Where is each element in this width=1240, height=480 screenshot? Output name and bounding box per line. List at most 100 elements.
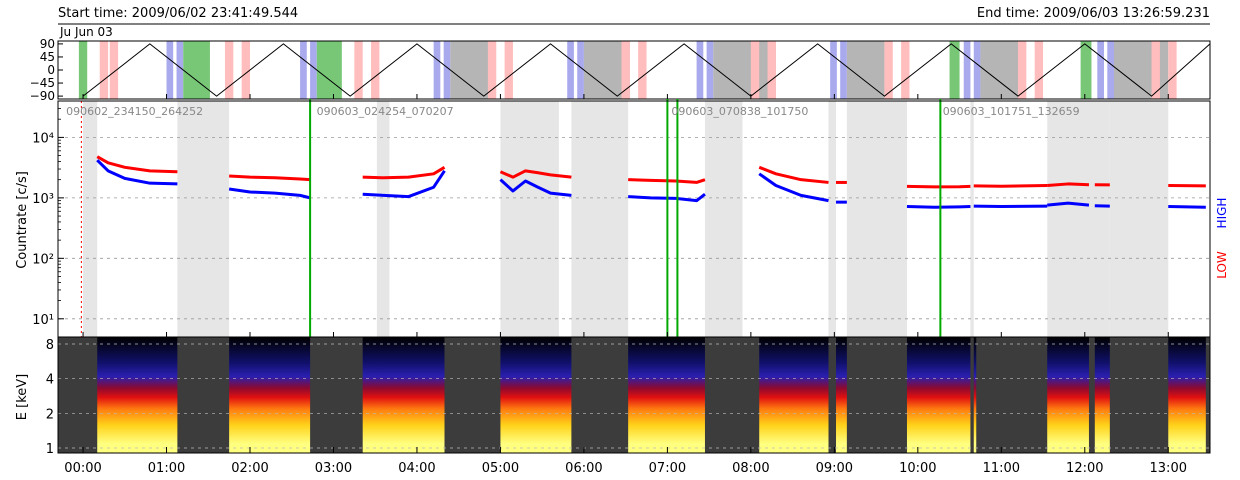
attitude-band-pink	[1018, 41, 1027, 99]
time-xtick-label: 00:00	[64, 461, 101, 476]
attitude-band-pink	[901, 41, 910, 99]
countrate-gap	[376, 101, 390, 337]
attitude-band-pink	[750, 41, 760, 99]
spectrogram-ylabel: E [keV]	[15, 374, 30, 420]
spectrogram-ytick-label: 1	[46, 442, 54, 457]
attitude-band-pink	[354, 41, 363, 99]
countrate-line-low	[1047, 182, 1090, 188]
attitude-band-gray	[1114, 41, 1169, 99]
attitude-band-pink	[1034, 41, 1044, 99]
countrate-line-low	[758, 165, 829, 184]
attitude-band-blue	[706, 41, 714, 99]
spectrogram-panel: 1 2 4 8 00:00 01:00 02:00 03:00 04:00 05:00 06:00 0…	[46, 336, 1211, 476]
countrate-ytick-label: 10⁴	[32, 131, 54, 146]
countrate-line-high	[758, 172, 829, 203]
spectrogram-data-block	[973, 337, 977, 453]
spectrogram-data-block	[906, 337, 971, 453]
time-xtick-label: 01:00	[148, 461, 185, 476]
end-time-label: End time: 2009/06/03 13:26:59.231	[977, 6, 1210, 21]
date-label: Ju Jun 03	[59, 25, 113, 39]
spectrogram-data-block	[97, 337, 178, 453]
countrate-line-low	[96, 155, 178, 174]
attitude-band-pink	[487, 41, 497, 99]
time-xtick-label: 12:00	[1066, 461, 1103, 476]
attitude-ytick-label: −90	[30, 89, 55, 103]
spectrogram-data-block	[759, 337, 829, 453]
attitude-band-blue	[696, 41, 704, 99]
spectrogram-data-block	[229, 337, 311, 453]
attitude-band-gray	[846, 41, 885, 99]
attitude-band-pink	[224, 41, 234, 99]
countrate-line-high	[362, 170, 446, 199]
attitude-ytick-label: −45	[30, 76, 55, 90]
low-label: LOW	[1215, 251, 1229, 279]
time-xtick-label: 09:00	[816, 461, 853, 476]
attitude-band-blue	[1097, 41, 1104, 99]
countrate-ytick-label: 10³	[32, 192, 54, 207]
spectrogram-frame	[57, 336, 1211, 454]
countrate-gap	[500, 101, 559, 337]
orbit-label: 090603_070838_101750	[671, 105, 808, 118]
countrate-line-high	[228, 187, 311, 200]
countrate-gap	[83, 101, 98, 337]
attitude-band-pink	[884, 41, 893, 99]
attitude-band-pink	[621, 41, 630, 99]
time-xtick-label: 08:00	[732, 461, 769, 476]
attitude-band-blue	[433, 41, 441, 99]
attitude-band-green	[1080, 41, 1092, 99]
spectrogram-ytick-label: 8	[46, 338, 54, 353]
attitude-ytick-label: 90	[40, 37, 55, 51]
countrate-frame	[57, 100, 1211, 338]
attitude-band-green	[316, 41, 342, 99]
countrate-line-high	[96, 159, 178, 186]
spectrogram-data-block	[1047, 337, 1089, 453]
time-xtick-label: 10:00	[899, 461, 936, 476]
countrate-gap	[177, 101, 230, 337]
spectrogram-data-block	[1168, 337, 1206, 453]
attitude-band-blue	[973, 41, 981, 99]
attitude-band-pink	[767, 41, 776, 99]
attitude-band-blue	[840, 41, 847, 99]
time-xtick-label: 05:00	[482, 461, 519, 476]
countrate-line-high	[1168, 204, 1206, 209]
countrate-line-high	[628, 193, 706, 203]
attitude-ytick-label: 0	[47, 63, 55, 77]
orbit-label: 090602_234150_264252	[66, 105, 203, 118]
spectrogram-ytick-label: 2	[46, 407, 54, 422]
start-time-label: Start time: 2009/06/02 23:41:49.544	[58, 6, 298, 21]
attitude-angle-line	[82, 43, 1211, 97]
attitude-band-blue	[1107, 41, 1114, 99]
attitude-band-blue	[963, 41, 971, 99]
countrate-gap	[1088, 101, 1095, 337]
countrate-gap	[571, 101, 629, 337]
attitude-band-blue	[577, 41, 584, 99]
attitude-ytick-label: 45	[40, 50, 55, 64]
time-xtick-label: 07:00	[649, 461, 686, 476]
countrate-line-high	[1047, 201, 1090, 207]
countrate-line-low	[906, 184, 971, 189]
spectrogram-data-block	[1094, 337, 1110, 453]
attitude-band-blue	[300, 41, 307, 99]
attitude-band-pink	[1168, 41, 1177, 99]
spectrogram-data-block	[628, 337, 705, 453]
countrate-gap	[1047, 101, 1110, 337]
countrate-gap	[1109, 101, 1169, 337]
attitude-band-blue	[443, 41, 451, 99]
countrate-line-low	[229, 174, 311, 182]
countrate-gap	[846, 101, 907, 337]
attitude-band-blue	[567, 41, 574, 99]
attitude-band-gray	[713, 41, 776, 99]
spectrogram-data-block	[362, 337, 445, 453]
countrate-ytick-label: 10²	[32, 252, 54, 267]
attitude-band-pink	[99, 41, 109, 99]
attitude-band-gray	[980, 41, 1018, 99]
attitude-band-pink	[109, 41, 119, 99]
attitude-band-green	[949, 41, 960, 99]
attitude-band-pink	[241, 41, 250, 99]
countrate-line-low	[362, 166, 446, 180]
countrate-line-low	[628, 178, 706, 184]
attitude-band-blue	[310, 41, 317, 99]
time-xtick-label: 04:00	[398, 461, 435, 476]
